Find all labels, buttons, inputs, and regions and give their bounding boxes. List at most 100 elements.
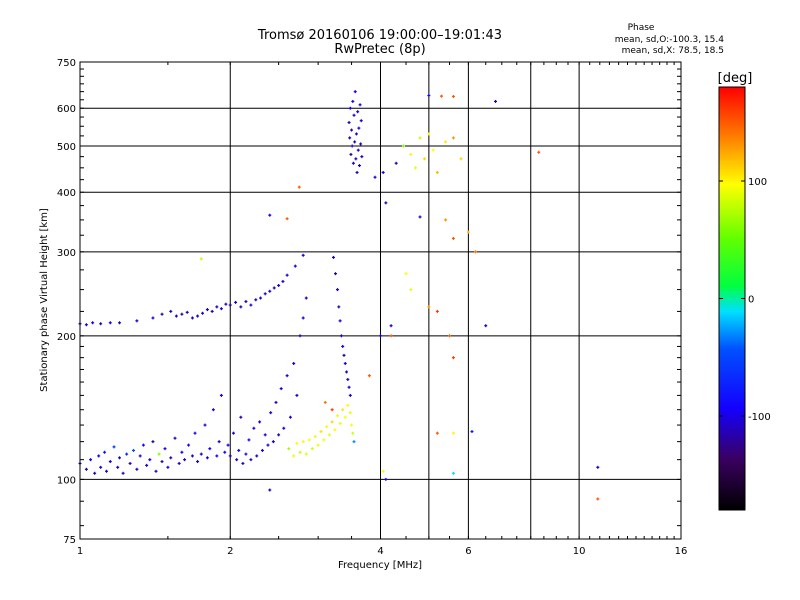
data-point — [342, 353, 346, 357]
data-point — [97, 454, 101, 458]
data-point — [277, 283, 281, 287]
data-point — [108, 321, 112, 325]
data-point — [470, 430, 474, 434]
data-point — [347, 121, 351, 125]
data-point — [237, 448, 241, 452]
data-point — [343, 361, 347, 365]
data-point — [330, 408, 334, 412]
data-point — [285, 273, 289, 277]
data-point — [293, 264, 297, 268]
data-point — [413, 166, 417, 170]
data-point — [353, 140, 357, 144]
y-tick-label: 200 — [57, 332, 76, 343]
data-point — [389, 324, 393, 328]
data-point — [288, 415, 292, 419]
data-point — [323, 400, 327, 404]
data-point — [103, 450, 107, 454]
data-point — [118, 456, 122, 460]
data-point — [335, 414, 339, 418]
colorbar-label: [deg] — [718, 71, 753, 86]
data-point — [219, 307, 223, 311]
data-point — [358, 103, 362, 107]
data-point — [359, 142, 363, 146]
data-point — [596, 497, 600, 501]
data-point — [118, 321, 122, 325]
data-point — [263, 433, 267, 437]
data-point — [91, 321, 95, 325]
data-point — [287, 447, 291, 451]
data-point — [239, 415, 243, 419]
data-point — [444, 218, 448, 222]
data-point — [205, 456, 209, 460]
data-point — [350, 128, 354, 132]
data-point — [301, 316, 305, 320]
data-point — [451, 356, 455, 360]
data-point — [348, 393, 352, 397]
data-point — [269, 411, 273, 415]
data-point — [279, 387, 283, 391]
data-point — [199, 452, 203, 456]
data-point — [268, 289, 272, 293]
x-tick-label: 10 — [573, 546, 586, 557]
data-point — [451, 94, 455, 98]
data-point — [427, 305, 431, 309]
data-point — [128, 461, 132, 465]
data-point — [435, 431, 439, 435]
data-point — [235, 458, 239, 462]
data-point — [357, 126, 361, 130]
data-point — [422, 157, 426, 161]
data-point — [313, 435, 317, 439]
data-point — [353, 90, 357, 94]
data-point — [258, 420, 262, 424]
data-point — [157, 452, 161, 456]
data-point — [166, 465, 170, 469]
data-point — [211, 408, 215, 412]
data-point — [301, 253, 305, 257]
data-points — [78, 90, 600, 501]
data-point — [348, 136, 352, 140]
data-point — [292, 361, 296, 365]
data-point — [274, 400, 278, 404]
data-point — [301, 440, 305, 444]
data-point — [239, 305, 243, 309]
data-point — [394, 161, 398, 165]
data-point — [451, 136, 455, 140]
data-point — [346, 403, 350, 407]
data-point — [249, 458, 253, 462]
data-point — [272, 286, 276, 290]
data-point — [350, 144, 354, 148]
data-point — [327, 433, 331, 437]
data-point — [373, 175, 377, 179]
data-point — [160, 460, 164, 464]
data-point — [277, 433, 281, 437]
chart-title: Tromsø 20160106 19:00:00–19:01:43 — [257, 28, 502, 43]
stats-line-x: mean, sd,X: 78.5, 18.5 — [622, 46, 724, 56]
data-point — [333, 428, 337, 432]
data-point — [440, 94, 444, 98]
x-axis-label: Frequency [MHz] — [338, 560, 422, 571]
data-point — [268, 488, 272, 492]
data-point — [444, 140, 448, 144]
data-point — [196, 460, 200, 464]
x-tick-label: 2 — [227, 546, 233, 557]
data-point — [255, 454, 259, 458]
data-point — [451, 236, 455, 240]
data-point — [337, 305, 341, 309]
data-point — [148, 458, 152, 462]
data-point — [135, 319, 139, 323]
data-point — [180, 312, 184, 316]
data-point — [409, 152, 413, 156]
grid — [80, 62, 681, 539]
data-point — [357, 164, 361, 168]
data-point — [335, 288, 339, 292]
data-point — [203, 423, 207, 427]
data-point — [333, 272, 337, 276]
data-point — [244, 300, 248, 304]
data-point — [141, 443, 145, 447]
data-point — [298, 450, 302, 454]
data-point — [356, 148, 360, 152]
data-point — [93, 471, 97, 475]
data-point — [160, 312, 164, 316]
data-point — [205, 308, 209, 312]
data-point — [104, 469, 108, 473]
